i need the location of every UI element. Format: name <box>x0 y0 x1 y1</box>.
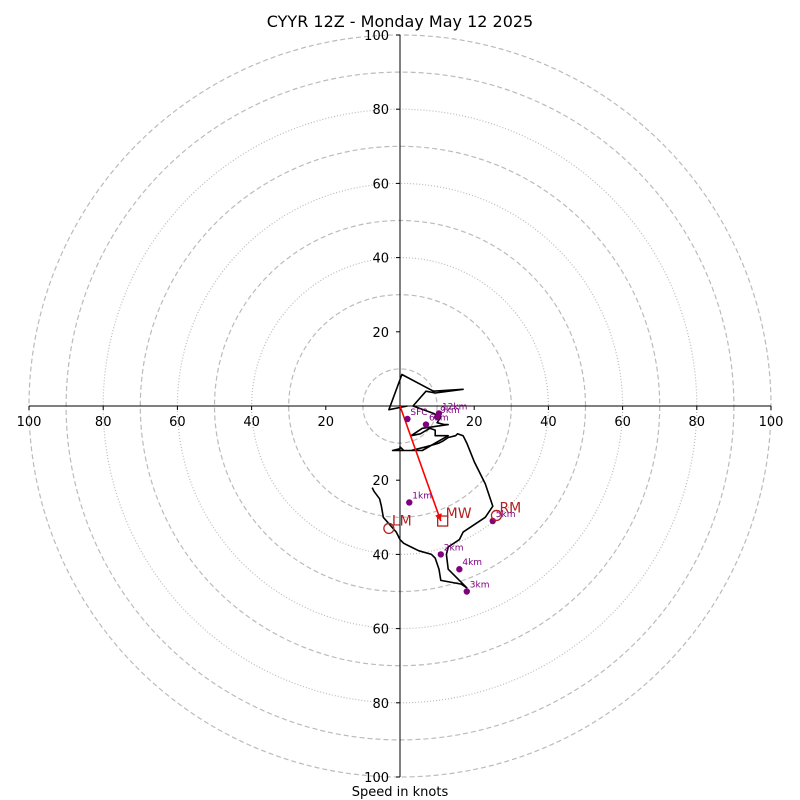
height-markers: SFC1km2km3km4km5km6km9km12km <box>404 402 516 595</box>
tick-label-bottom-80: 80 <box>372 697 389 712</box>
wind-trace-line-0 <box>371 373 494 589</box>
storm-motions: RM LM MW <box>383 500 521 535</box>
wind-trace <box>371 373 494 589</box>
height-label-2km: 2km <box>444 543 464 553</box>
tick-label-right-100: 100 <box>759 415 784 430</box>
tick-label-left-60: 60 <box>169 415 186 430</box>
height-point-SFC <box>404 415 411 423</box>
height-point-1km <box>406 499 413 506</box>
tick-label-right-20: 20 <box>466 415 483 430</box>
height-label-SFC: SFC <box>410 408 427 418</box>
tick-label-left-40: 40 <box>243 415 260 430</box>
tick-label-right-80: 80 <box>689 415 706 430</box>
tick-label-top-20: 20 <box>372 326 389 341</box>
x-axis-label: Speed in knots <box>352 785 449 800</box>
storm-motion-marker-LM <box>383 522 395 535</box>
tick-label-bottom-40: 40 <box>372 548 389 563</box>
height-point-2km <box>437 551 445 558</box>
tick-label-left-80: 80 <box>95 415 112 430</box>
storm-motion-label-RM: RM <box>499 500 521 516</box>
tick-label-left-100: 100 <box>17 415 42 430</box>
storm-motion-marker-MW <box>437 515 449 527</box>
tick-label-top-80: 80 <box>372 103 389 118</box>
shear-vector <box>399 405 442 522</box>
height-label-5km: 5km <box>496 510 516 520</box>
shear-vector-arrowhead <box>435 513 442 522</box>
shear-vector-line <box>399 405 442 522</box>
tick-label-bottom-20: 20 <box>372 474 389 489</box>
tick-label-bottom-100: 100 <box>364 771 389 786</box>
height-label-3km: 3km <box>470 581 490 591</box>
tick-label-top-40: 40 <box>372 252 389 267</box>
chart-title: CYYR 12Z - Monday May 12 2025 <box>267 12 533 31</box>
tick-label-top-100: 100 <box>364 29 389 44</box>
tick-label-left-20: 20 <box>318 415 335 430</box>
height-label-1km: 1km <box>412 491 432 501</box>
height-label-12km: 12km <box>442 402 467 412</box>
tick-label-top-60: 60 <box>372 177 389 192</box>
storm-motion-label-LM: LM <box>392 513 412 529</box>
tick-label-bottom-60: 60 <box>372 623 389 638</box>
height-label-9km: 9km <box>440 406 460 416</box>
storm-motion-marker-RM <box>490 509 503 522</box>
storm-motion-label-MW: MW <box>446 506 472 522</box>
tick-label-right-60: 60 <box>614 415 631 430</box>
height-point-4km <box>456 566 463 573</box>
tick-labels: 100 80 60 40 20 20 40 60 80 100 100 80 60 40 20 20 40 60 8… <box>17 29 784 786</box>
tick-label-right-40: 40 <box>540 415 557 430</box>
height-point-3km <box>463 588 470 595</box>
height-point-6km <box>422 421 430 428</box>
height-point-12km <box>435 410 443 417</box>
height-label-4km: 4km <box>462 558 482 568</box>
